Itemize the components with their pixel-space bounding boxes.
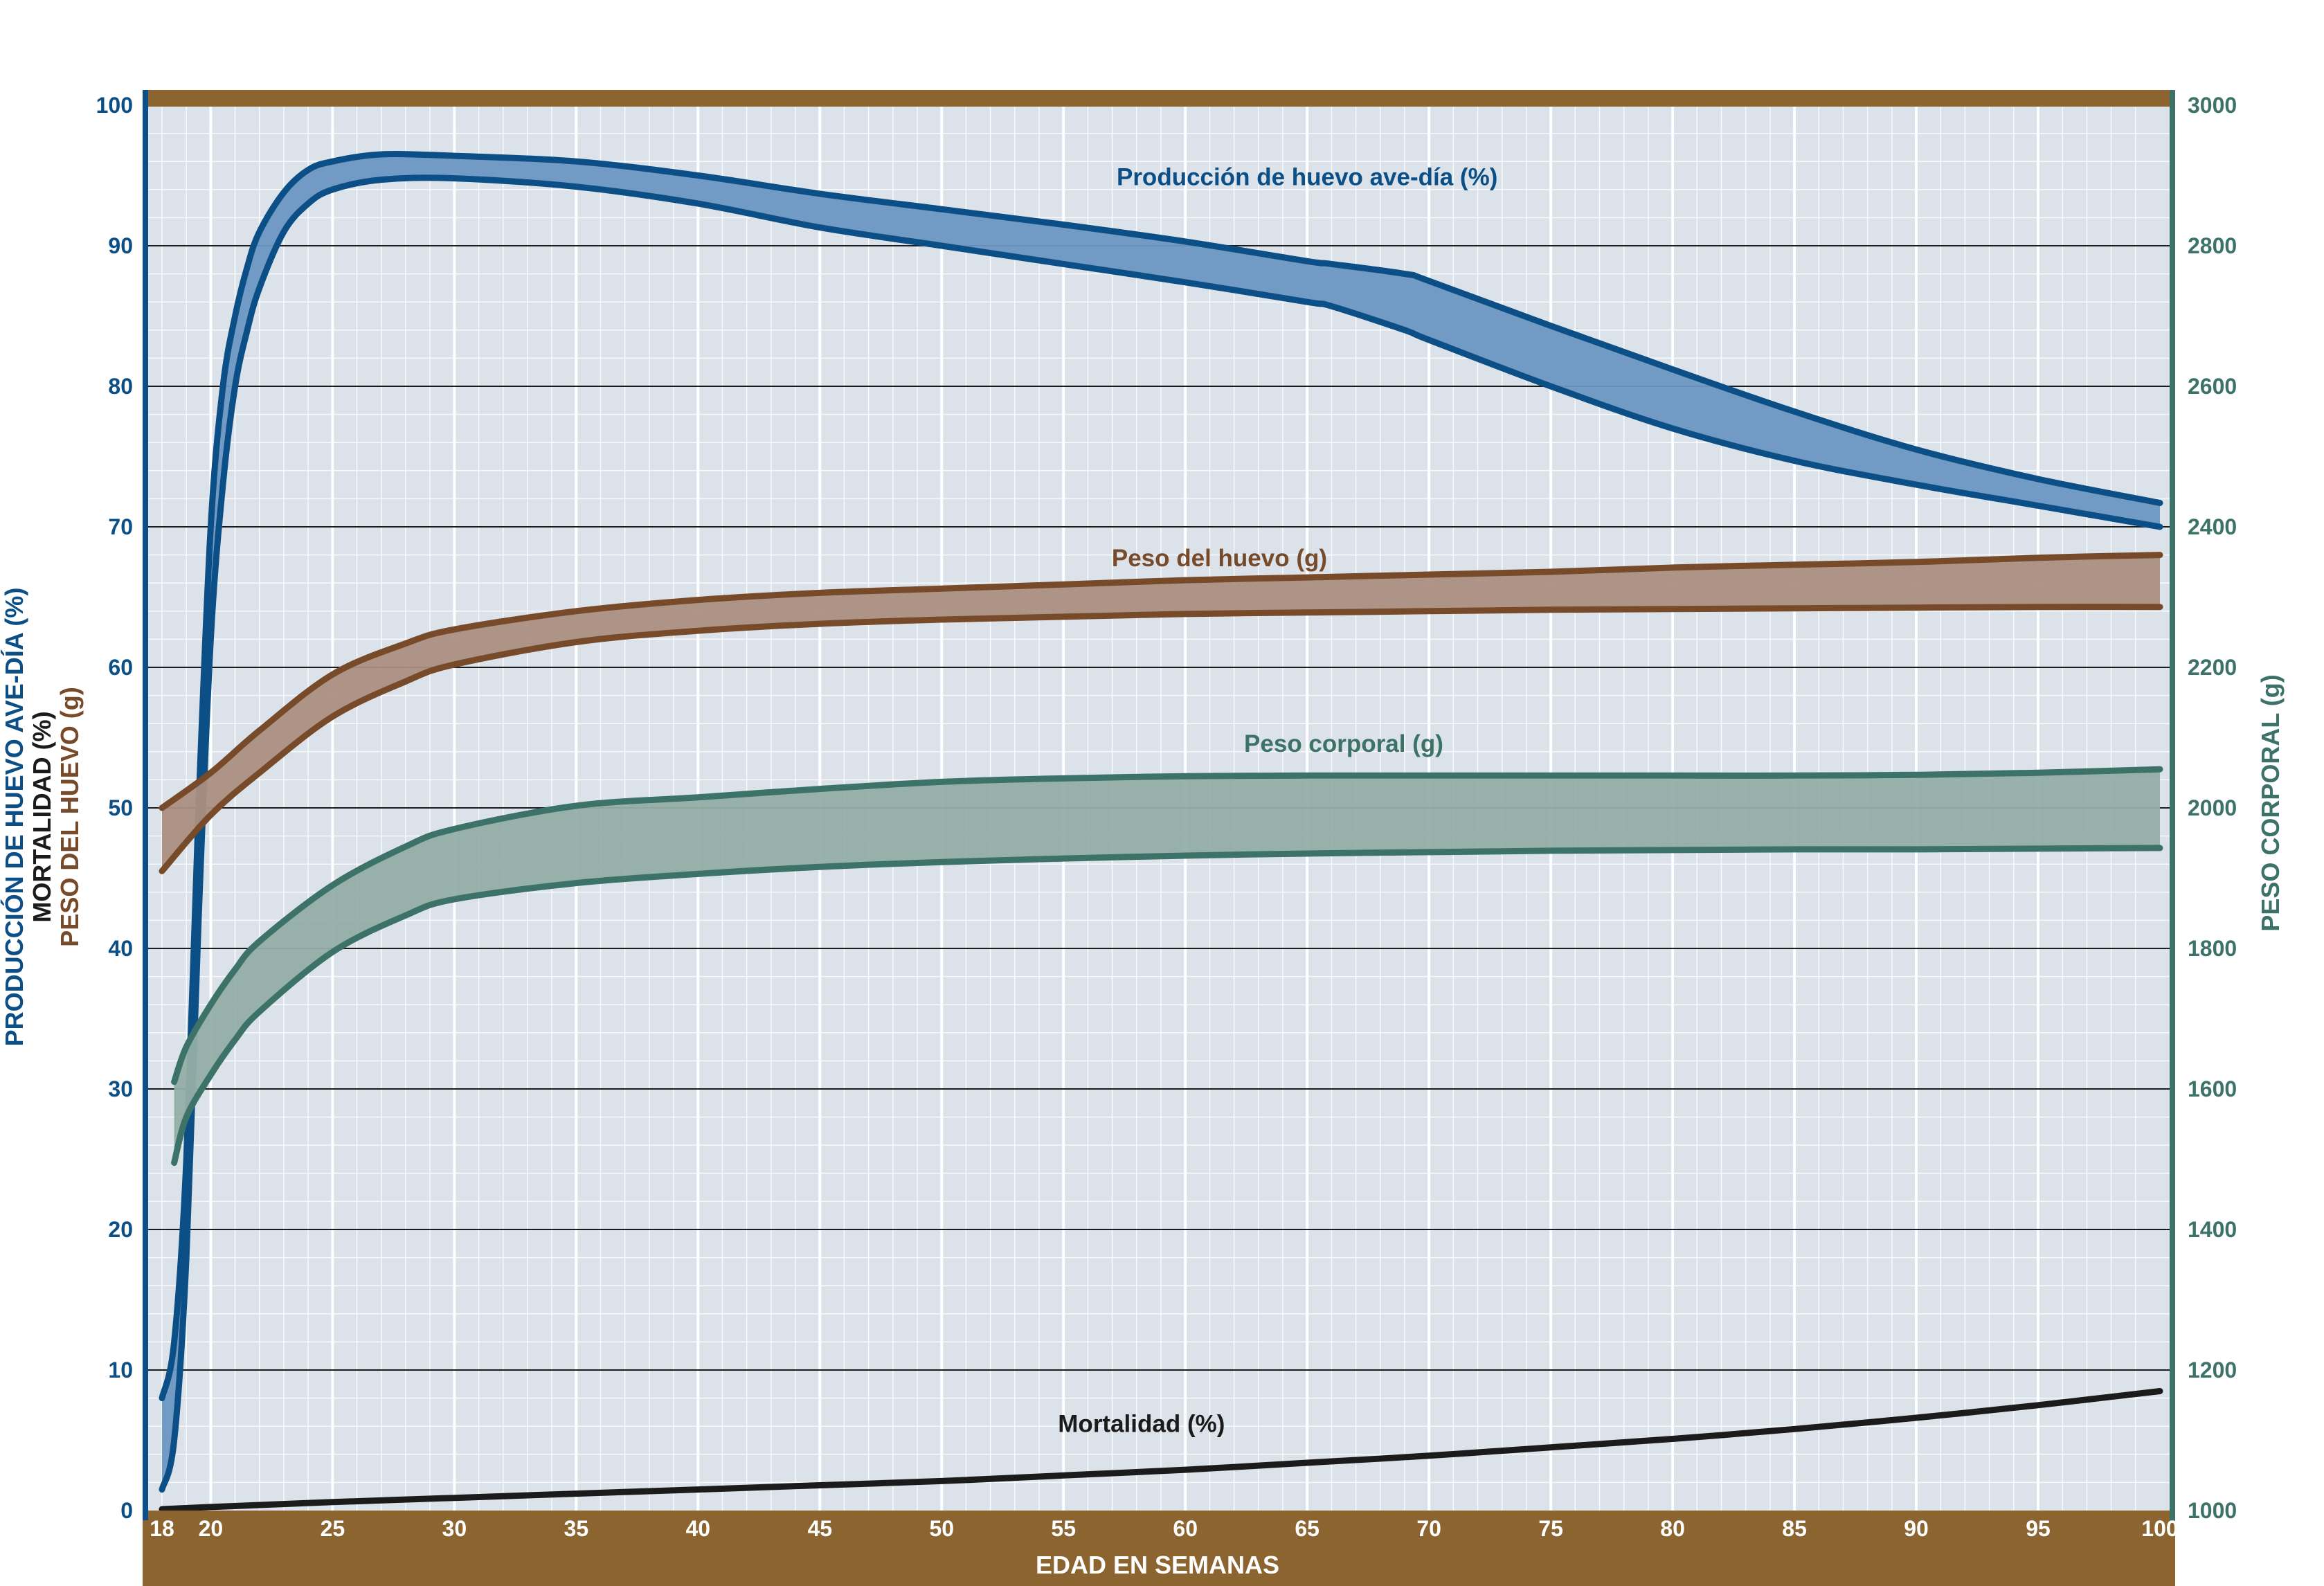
series-2-upper-line xyxy=(171,766,2163,1085)
annotation-layer: Producción de huevo ave-día (%) Peso del … xyxy=(1058,164,1497,1438)
x-tick-labels: 18 20 25 30 35 40 45 50 55 60 65 70 75 80 85 90 95 100 xyxy=(150,1516,2178,1541)
right-tick-label: 2800 xyxy=(2188,233,2237,258)
bottom-bar xyxy=(143,1511,2175,1586)
x-tick-label: 60 xyxy=(1173,1516,1198,1541)
x-tick-label: 95 xyxy=(2026,1516,2051,1541)
left-axis-line xyxy=(143,90,148,1520)
x-tick-label: 70 xyxy=(1416,1516,1441,1541)
series-annotation-label: Peso corporal (g) xyxy=(1244,730,1443,757)
right-tick-label: 1800 xyxy=(2188,936,2237,961)
left-tick-label: 20 xyxy=(108,1217,133,1242)
x-tick-label: 50 xyxy=(929,1516,954,1541)
left-tick-label: 0 xyxy=(120,1498,133,1523)
left-axis-title-egg-weight: PESO DEL HUEVO (g) xyxy=(55,687,84,946)
right-tick-label: 1400 xyxy=(2188,1217,2237,1242)
x-tick-label: 40 xyxy=(685,1516,710,1541)
x-tick-label: 55 xyxy=(1051,1516,1076,1541)
x-tick-label: 18 xyxy=(150,1516,174,1541)
left-tick-label: 50 xyxy=(108,795,133,820)
right-tick-label: 3000 xyxy=(2188,93,2237,118)
series-1-band xyxy=(162,555,2160,872)
left-tick-label: 40 xyxy=(108,936,133,961)
top-bar xyxy=(143,90,2175,107)
right-axis-title: PESO CORPORAL (g) xyxy=(2256,674,2285,931)
right-tick-label: 1200 xyxy=(2188,1358,2237,1382)
x-tick-label: 30 xyxy=(442,1516,467,1541)
x-tick-label: 100 xyxy=(2141,1516,2178,1541)
right-tick-labels: 1000 1200 1400 1600 1800 2000 2200 2400 2600 2800… xyxy=(2188,93,2237,1523)
left-tick-label: 80 xyxy=(108,374,133,399)
right-tick-label: 2600 xyxy=(2188,374,2237,399)
series-layer xyxy=(159,151,2163,1513)
left-tick-labels: 0 10 20 30 40 50 60 70 80 90 100 xyxy=(96,93,133,1523)
series-1-lower-line xyxy=(159,604,2163,874)
x-tick-label: 90 xyxy=(1904,1516,1929,1541)
series-0-upper-line xyxy=(159,151,2163,1402)
right-tick-label: 1000 xyxy=(2188,1498,2237,1523)
series-2-lower-line xyxy=(171,845,2163,1166)
x-tick-label: 80 xyxy=(1660,1516,1685,1541)
series-3-line xyxy=(159,1388,2163,1513)
x-tick-label: 85 xyxy=(1782,1516,1807,1541)
series-annotation-label: Producción de huevo ave-día (%) xyxy=(1117,164,1497,191)
x-tick-label: 65 xyxy=(1295,1516,1319,1541)
x-tick-label: 45 xyxy=(807,1516,832,1541)
series-1-upper-line xyxy=(159,552,2163,811)
x-tick-label: 25 xyxy=(321,1516,345,1541)
series-0-lower-line xyxy=(159,174,2163,1493)
left-tick-label: 10 xyxy=(108,1358,133,1382)
x-tick-label: 35 xyxy=(564,1516,589,1541)
series-annotation-label: Mortalidad (%) xyxy=(1058,1410,1225,1437)
right-tick-label: 1600 xyxy=(2188,1076,2237,1101)
x-tick-label: 20 xyxy=(199,1516,224,1541)
left-tick-label: 70 xyxy=(108,514,133,539)
right-axis-line xyxy=(2170,90,2175,1520)
right-tick-label: 2000 xyxy=(2188,795,2237,820)
x-tick-label: 75 xyxy=(1538,1516,1563,1541)
left-tick-label: 60 xyxy=(108,655,133,680)
series-2-band xyxy=(174,769,2160,1163)
left-tick-label: 90 xyxy=(108,233,133,258)
left-tick-label: 30 xyxy=(108,1076,133,1101)
right-tick-label: 2400 xyxy=(2188,514,2237,539)
left-tick-label: 100 xyxy=(96,93,133,118)
series-annotation-label: Peso del huevo (g) xyxy=(1112,545,1327,572)
right-tick-label: 2200 xyxy=(2188,655,2237,680)
left-axis-title-production: PRODUCCIÓN DE HUEVO AVE-DÍA (%) xyxy=(0,588,28,1047)
left-axis-title-mortality: MORTALIDAD (%) xyxy=(28,711,56,922)
x-axis-label: EDAD EN SEMANAS xyxy=(1036,1551,1279,1579)
